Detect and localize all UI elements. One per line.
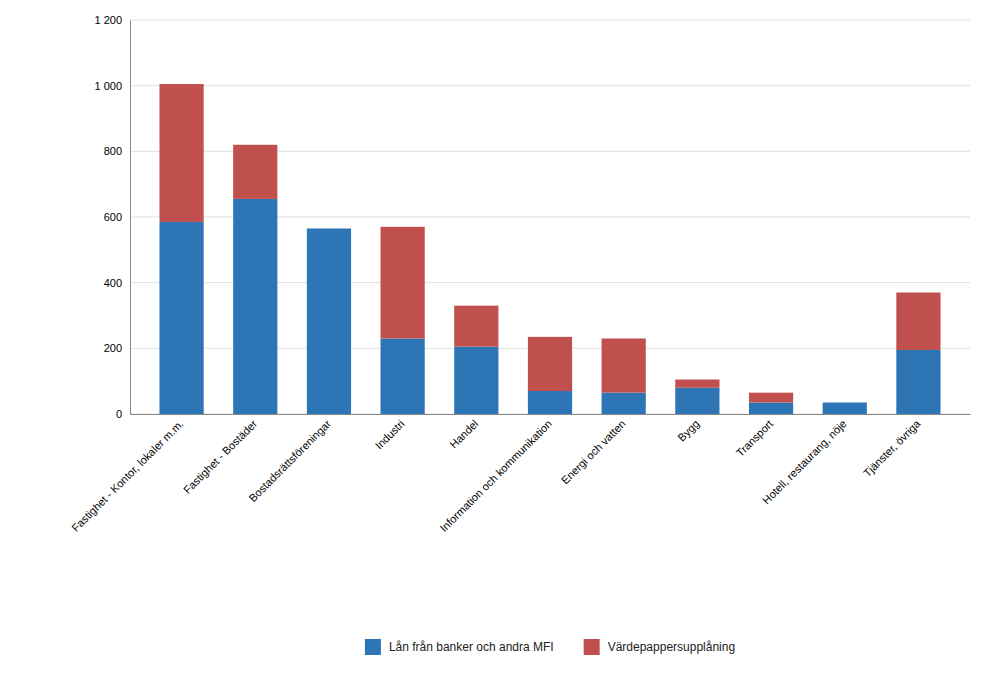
x-tick-label: Hotell, restaurang, nöje <box>760 417 849 506</box>
x-tick: Fastighet - Kontor, lokaler m.m. <box>69 414 186 534</box>
x-tick-label: Energi och vatten <box>559 417 628 486</box>
x-tick: Bostadsrättsföreningar <box>246 414 333 504</box>
y-tick-label: 400 <box>104 277 122 289</box>
bar <box>896 293 940 350</box>
bar <box>823 402 867 403</box>
y-tick-label: 200 <box>104 342 122 354</box>
legend-item: Lån från banker och andra MFI <box>365 639 554 655</box>
x-tick: Bygg <box>675 414 701 444</box>
grid-line <box>130 20 970 21</box>
y-tick-label: 800 <box>104 145 122 157</box>
y-tick: 600 <box>104 211 130 223</box>
bar <box>602 338 646 392</box>
y-tick-label: 1 000 <box>94 80 122 92</box>
x-tick-label: Fastighet - Kontor, lokaler m.m. <box>69 417 186 534</box>
legend-swatch <box>365 639 381 655</box>
x-tick: Handel <box>447 414 480 451</box>
x-tick: Transport <box>734 414 775 459</box>
x-tick: Hotell, restaurang, nöje <box>760 414 849 506</box>
legend-label: Värdepappersupplåning <box>608 640 735 654</box>
x-tick-label: Fastighet - Bostäder <box>181 417 260 496</box>
x-tick: Fastighet - Bostäder <box>181 414 260 496</box>
series <box>159 199 940 414</box>
y-tick-label: 1 200 <box>94 14 122 26</box>
bar <box>602 393 646 414</box>
x-tick-label: Industri <box>373 417 407 451</box>
bar <box>307 228 351 414</box>
bar <box>159 222 203 414</box>
x-axis: Fastighet - Kontor, lokaler m.m.Fastighe… <box>69 414 970 534</box>
axis-line <box>130 21 131 415</box>
bar <box>307 228 351 229</box>
bar <box>381 227 425 339</box>
plot: 0 200 400 600 800 1 000 1 200 Fastighet - Konto… <box>69 14 970 534</box>
bar <box>896 350 940 414</box>
bar <box>749 393 793 403</box>
y-tick-label: 600 <box>104 211 122 223</box>
y-tick: 0 <box>116 408 130 420</box>
y-tick: 1 000 <box>94 80 130 92</box>
x-tick-label: Handel <box>447 417 480 450</box>
bar <box>675 380 719 388</box>
x-tick: Information och kommunikation <box>438 414 555 534</box>
bar <box>528 391 572 414</box>
y-axis: 0 200 400 600 800 1 000 1 200 <box>94 14 130 420</box>
x-tick-label: Tjänster, övriga <box>861 417 923 479</box>
y-tick-label: 0 <box>116 408 122 420</box>
bar <box>381 338 425 414</box>
x-tick-label: Information och kommunikation <box>438 417 555 534</box>
bar <box>454 306 498 347</box>
bar <box>233 145 277 199</box>
grid-line <box>130 85 970 86</box>
bar <box>233 199 277 414</box>
legend: Lån från banker och andra MFI Värdepapper… <box>365 639 735 655</box>
legend-swatch <box>584 639 600 655</box>
axis-line <box>131 414 971 415</box>
bar <box>159 84 203 222</box>
x-tick-label: Transport <box>734 417 775 458</box>
bar <box>823 403 867 414</box>
x-tick: Industri <box>373 414 407 451</box>
bar <box>749 403 793 414</box>
series <box>159 84 940 402</box>
y-tick: 1 200 <box>94 14 130 26</box>
bar <box>675 388 719 414</box>
y-tick: 800 <box>104 145 130 157</box>
legend-item: Värdepappersupplåning <box>584 639 735 655</box>
bar <box>454 347 498 414</box>
y-tick: 200 <box>104 342 130 354</box>
x-tick-label: Bygg <box>675 417 701 443</box>
chart: 0 200 400 600 800 1 000 1 200 Fastighet - Konto… <box>0 0 1000 679</box>
x-tick: Energi och vatten <box>559 414 628 486</box>
y-tick: 400 <box>104 277 130 289</box>
bar <box>528 337 572 391</box>
legend-label: Lån från banker och andra MFI <box>389 640 554 654</box>
grid <box>130 20 970 414</box>
x-tick: Tjänster, övriga <box>861 414 923 479</box>
x-tick-label: Bostadsrättsföreningar <box>246 417 333 504</box>
bars <box>159 84 940 414</box>
